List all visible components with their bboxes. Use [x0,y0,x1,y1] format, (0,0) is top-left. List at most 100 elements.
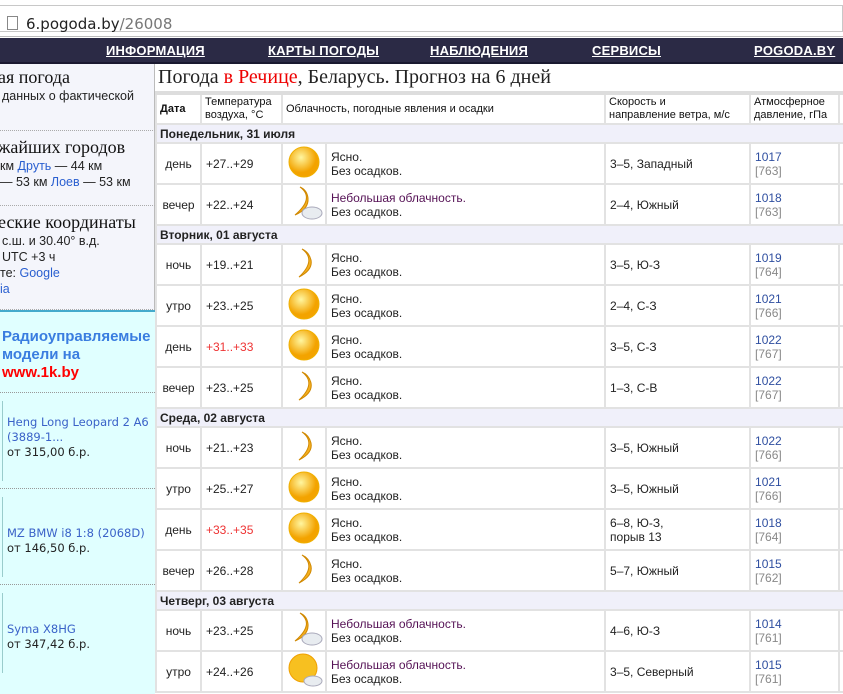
url-text[interactable]: 6.pogoda.by/26008 [26,15,173,33]
forecast-row: вечер +26..+28 Ясно. Без осадков. 5–7, Южный… [155,549,843,592]
precip-text: Без осадков. [331,529,403,544]
pressure-mmhg: [767] [755,387,782,402]
sky-text: Ясно. [331,556,363,571]
period: день [155,142,202,185]
col-date: Дата [155,92,202,125]
map-link[interactable]: ia [0,282,10,296]
pressure-hpa[interactable]: 1014 [755,616,782,631]
wind-gust: порыв 13 [610,529,662,544]
extra-value: 8 [838,243,843,286]
nav-info[interactable]: ИНФОРМАЦИЯ [106,43,205,58]
pressure: 1015 [762] [749,549,841,592]
temperature: +33..+35 [200,508,283,551]
pressure-hpa[interactable]: 1022 [755,433,782,448]
sky-description: Небольшая облачность. Без осадков. [324,183,607,226]
sky-description: Ясно. Без осадков. [324,243,607,286]
pressure-hpa[interactable]: 1018 [755,515,782,530]
period: день [155,325,202,368]
nav-services[interactable]: СЕРВИСЫ [592,43,661,58]
address-bar[interactable]: 6.pogoda.by/26008 [0,0,843,37]
period: утро [155,467,202,510]
pressure-hpa[interactable]: 1015 [755,556,782,571]
pressure-hpa[interactable]: 1021 [755,474,782,489]
pressure: 1022 [767] [749,325,841,368]
city-link-drut[interactable]: Друть [17,159,52,173]
sky-text: Ясно. [331,515,363,530]
temperature: +19..+21 [200,243,283,286]
wind-text: 3–5, Северный [610,664,694,679]
pressure-hpa[interactable]: 1021 [755,291,782,306]
wind: 3–5, Южный [604,426,752,469]
extra-value: 8 [838,284,843,327]
day-label: Среда, 02 августа [155,407,843,428]
pressure-hpa[interactable]: 1022 [755,373,782,388]
pressure-mmhg: [764] [755,264,782,279]
sky-description: Ясно. Без осадков. [324,284,607,327]
wind-text: 2–4, С-З [610,298,657,313]
google-map-link[interactable]: Google [19,266,60,280]
pressure: 1017 [763] [749,142,841,185]
sky-description: Ясно. Без осадков. [324,325,607,368]
wind-text: 3–5, Южный [610,440,679,455]
pressure-hpa[interactable]: 1015 [755,657,782,672]
pressure-mmhg: [762] [755,570,782,585]
pressure-hpa[interactable]: 1018 [755,190,782,205]
sky-text: Ясно. [331,291,363,306]
pressure-hpa[interactable]: 1019 [755,250,782,265]
pressure: 1018 [763] [749,183,841,226]
sun-icon [281,284,327,327]
url-field[interactable]: 6.pogoda.by/26008 [0,5,843,33]
forecast-row: утро +25..+27 Ясно. Без осадков. 3–5, Южный 1… [155,467,843,510]
forecast-table: Дата Температура воздуха, °С Облачность,… [155,91,843,693]
nav-weather-maps[interactable]: КАРТЫ ПОГОДЫ [268,43,380,58]
section-title: жайших городов [0,137,126,157]
day-label: Понедельник, 31 июля [155,123,843,144]
section-text: данных о фактической [2,89,134,103]
sky-text: Небольшая облачность. [331,190,466,205]
day-label: Вторник, 01 августа [155,224,843,245]
period: ночь [155,243,202,286]
pressure: 1014 [761] [749,609,841,652]
wind-text: 3–5, Западный [610,156,693,171]
extra-value: 8 [838,183,843,226]
pressure-hpa[interactable]: 1022 [755,332,782,347]
ad-item[interactable]: Heng Long Leopard 2 A6 (3889-1... от 315,… [0,392,155,488]
wind-text: 5–7, Южный [610,563,679,578]
extra-value: 4 [838,325,843,368]
city-link-loev[interactable]: Лоев [50,175,80,189]
sky-text: Небольшая облачность. [331,657,466,672]
nearest-cities-section: жайших городов км Друть — 44 км — 53 км … [0,131,155,206]
precip-text: Без осадков. [331,264,403,279]
day-label: Четверг, 03 августа [155,590,843,611]
wind: 5–7, Южный [604,549,752,592]
col-pressure: Атмосферное давление, гПа [749,92,841,125]
day-header-row: Четверг, 03 августа [155,590,843,611]
precip-text: Без осадков. [331,346,403,361]
nav-pogoda-by[interactable]: POGODA.BY [754,43,836,58]
ad-item[interactable]: Syma X8HG от 347,42 б.р. [0,584,155,680]
precip-text: Без осадков. [331,204,403,219]
pressure: 1015 [761] [749,650,841,693]
pressure-mmhg: [766] [755,305,782,320]
wind: 3–5, Северный [604,650,752,693]
sky-description: Ясно. Без осадков. [324,549,607,592]
ad-title[interactable]: Радиоуправляемые модели на www.1k.by [2,328,151,381]
precip-text: Без осадков. [331,387,403,402]
extra-value: 4 [838,508,843,551]
wind-text: 6–8, Ю-З, [610,515,664,530]
extra-value: 5 [838,549,843,592]
sun-icon [281,508,327,551]
wind: 3–5, Ю-З [604,243,752,286]
pressure-hpa[interactable]: 1017 [755,149,782,164]
ad-item[interactable]: MZ BMW i8 1:8 (2068D) от 146,50 б.р. [0,488,155,584]
top-nav: ИНФОРМАЦИЯ КАРТЫ ПОГОДЫ НАБЛЮДЕНИЯ СЕРВИ… [0,38,843,64]
section-title: еские координаты [0,212,136,232]
nav-observations[interactable]: НАБЛЮДЕНИЯ [430,43,529,58]
temperature: +23..+25 [200,366,283,409]
sun-icon [281,467,327,510]
moon-icon [281,549,327,592]
extra-value: 9 [838,366,843,409]
wind: 2–4, Южный [604,183,752,226]
forecast-row: день +27..+29 Ясно. Без осадков. 3–5, Западн… [155,142,843,185]
sky-text: Ясно. [331,250,363,265]
